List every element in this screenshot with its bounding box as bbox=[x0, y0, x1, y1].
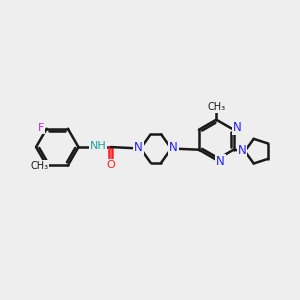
Text: O: O bbox=[106, 160, 115, 170]
Text: N: N bbox=[238, 144, 246, 157]
Text: N: N bbox=[134, 141, 143, 154]
Text: N: N bbox=[169, 141, 178, 154]
Text: N: N bbox=[233, 122, 242, 134]
Text: N: N bbox=[216, 155, 225, 168]
Text: CH₃: CH₃ bbox=[30, 161, 48, 171]
Text: CH₃: CH₃ bbox=[208, 102, 226, 112]
Text: NH: NH bbox=[89, 141, 106, 151]
Text: F: F bbox=[38, 123, 44, 133]
